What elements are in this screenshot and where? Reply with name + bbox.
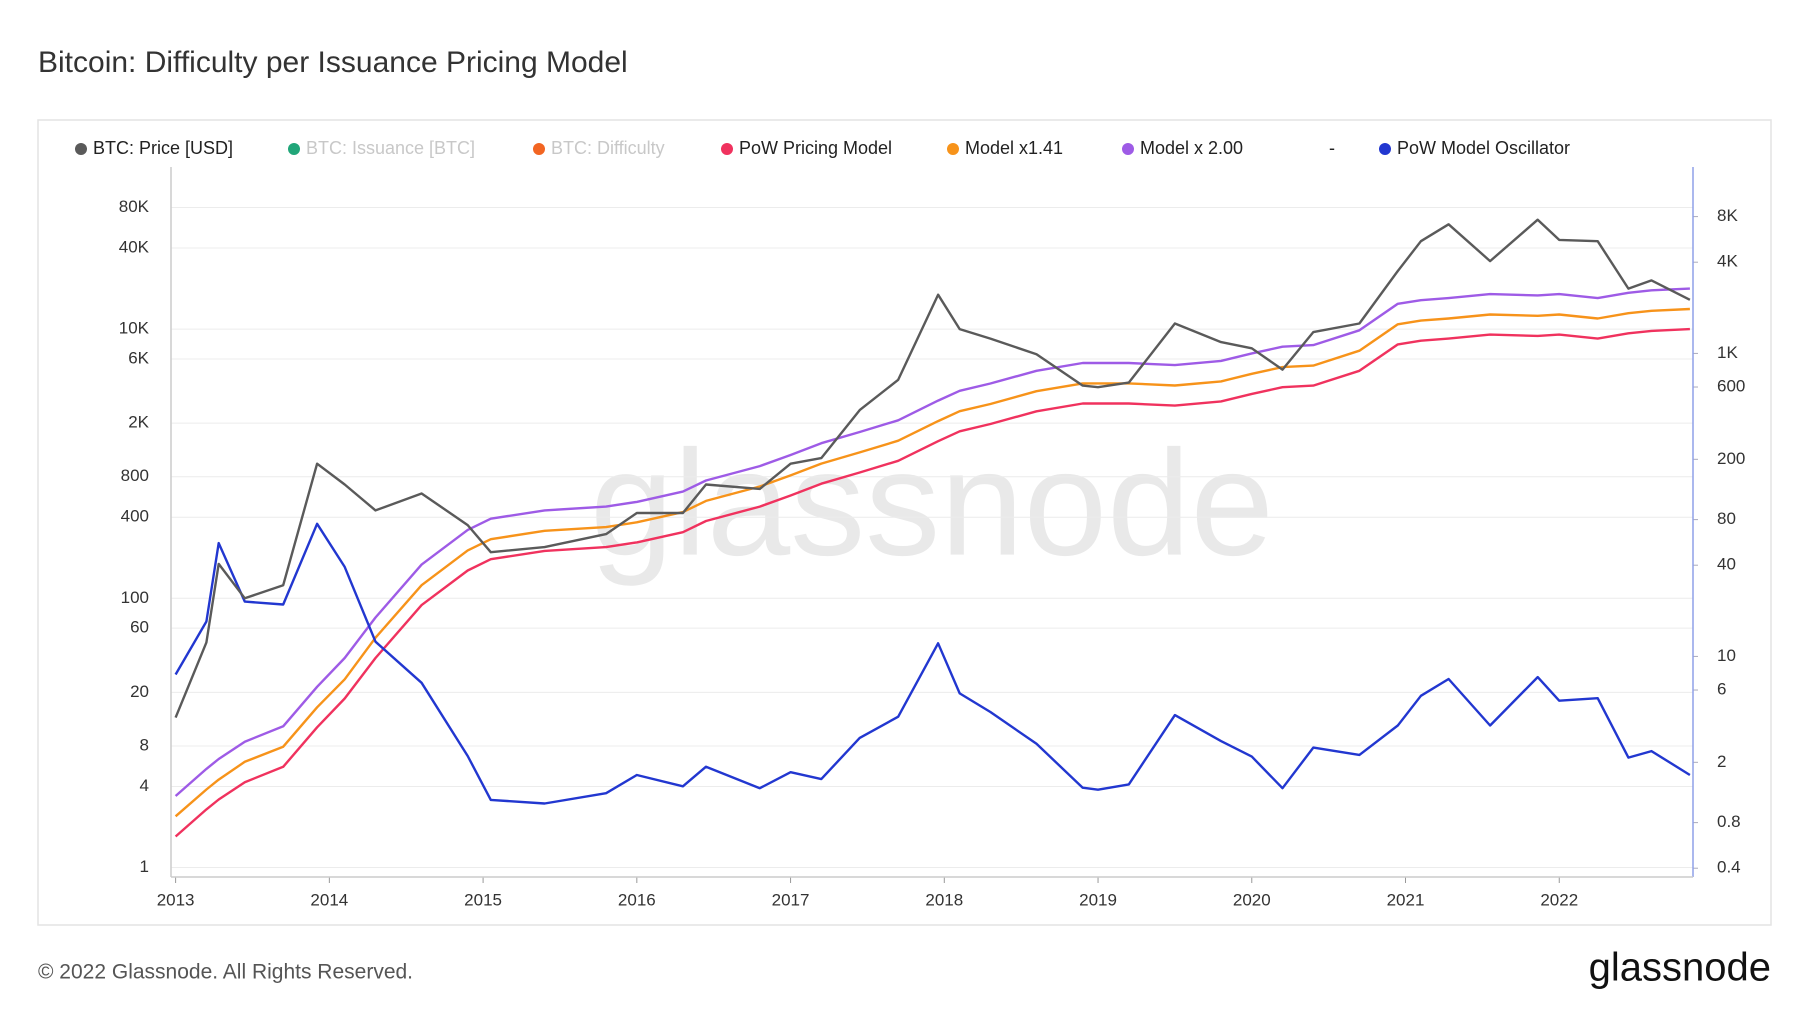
legend-marker xyxy=(75,143,87,155)
legend-marker xyxy=(288,143,300,155)
y-tick-label: 10K xyxy=(119,319,150,338)
chart-title: Bitcoin: Difficulty per Issuance Pricing… xyxy=(38,46,628,79)
y-tick-label: 80K xyxy=(119,197,150,216)
legend-label: - xyxy=(1329,138,1335,158)
legend-marker xyxy=(1379,143,1391,155)
legend-label: Model x1.41 xyxy=(965,138,1063,158)
x-tick-label: 2013 xyxy=(157,890,195,909)
legend-label: BTC: Issuance [BTC] xyxy=(306,138,475,158)
y-tick-label: 40K xyxy=(119,238,150,257)
y2-tick-label: 80 xyxy=(1717,509,1736,528)
x-tick-label: 2014 xyxy=(310,890,348,909)
y-tick-label: 1 xyxy=(140,857,149,876)
y-tick-label: 8 xyxy=(140,735,149,754)
y-tick-label: 4 xyxy=(140,776,149,795)
y2-tick-label: 8K xyxy=(1717,206,1738,225)
x-tick-label: 2021 xyxy=(1387,890,1425,909)
y2-tick-label: 0.4 xyxy=(1717,858,1741,877)
y-tick-label: 400 xyxy=(121,507,149,526)
y2-tick-label: 2 xyxy=(1717,752,1726,771)
copyright: © 2022 Glassnode. All Rights Reserved. xyxy=(38,961,413,984)
y-tick-label: 60 xyxy=(130,618,149,637)
y2-tick-label: 10 xyxy=(1717,646,1736,665)
series-line xyxy=(174,522,1691,805)
y2-tick-label: 0.8 xyxy=(1717,812,1741,831)
x-tick-label: 2018 xyxy=(925,890,963,909)
y2-tick-label: 40 xyxy=(1717,555,1736,574)
y-tick-label: 6K xyxy=(128,348,149,367)
legend-label: BTC: Price [USD] xyxy=(93,138,233,158)
x-tick-label: 2016 xyxy=(618,890,656,909)
y-tick-label: 2K xyxy=(128,413,149,432)
series-line xyxy=(174,287,1690,797)
legend-label: Model x 2.00 xyxy=(1140,138,1243,158)
legend-label: BTC: Difficulty xyxy=(551,138,665,158)
y2-tick-label: 1K xyxy=(1717,343,1738,362)
x-tick-label: 2020 xyxy=(1233,890,1271,909)
legend-marker xyxy=(1122,143,1134,155)
y2-tick-label: 200 xyxy=(1717,449,1745,468)
logo: glassnode xyxy=(1589,946,1771,990)
y-tick-label: 100 xyxy=(121,588,149,607)
legend-label: PoW Model Oscillator xyxy=(1397,138,1570,158)
x-tick-label: 2015 xyxy=(464,890,502,909)
x-tick-label: 2022 xyxy=(1540,890,1578,909)
y2-tick-label: 6 xyxy=(1717,680,1726,699)
legend-marker xyxy=(533,143,545,155)
x-tick-label: 2017 xyxy=(772,890,810,909)
legend-marker xyxy=(721,143,733,155)
x-tick-label: 2019 xyxy=(1079,890,1117,909)
y-tick-label: 20 xyxy=(130,682,149,701)
legend-marker xyxy=(947,143,959,155)
y2-tick-label: 4K xyxy=(1717,252,1738,271)
series-line xyxy=(174,218,1691,719)
legend-label: PoW Pricing Model xyxy=(739,138,892,158)
y2-tick-label: 600 xyxy=(1717,377,1745,396)
y-tick-label: 800 xyxy=(121,466,149,485)
series-line xyxy=(174,307,1690,818)
